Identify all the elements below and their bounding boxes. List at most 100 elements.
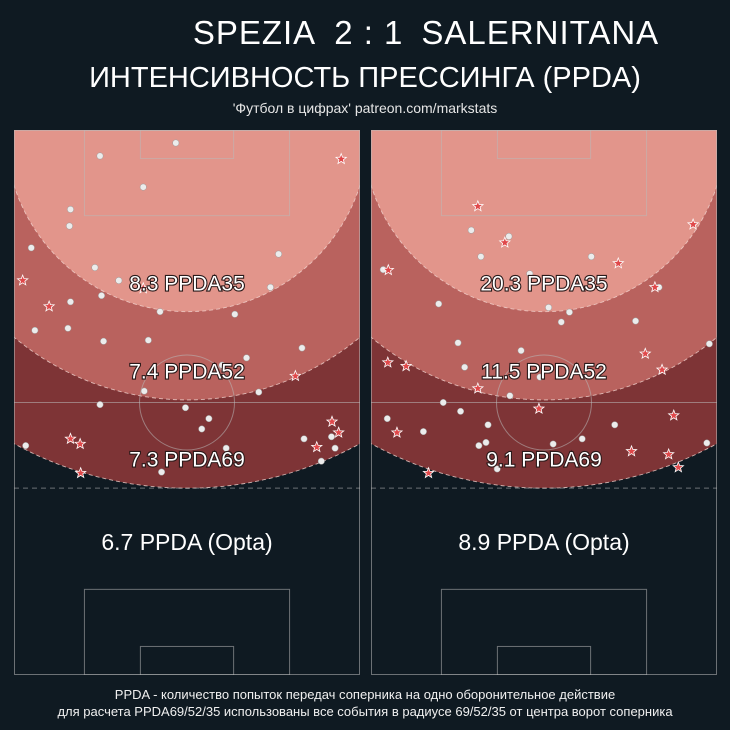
pressure-dot [475,442,483,450]
ball-recovery-star [64,432,77,445]
ball-recovery-star [310,440,323,453]
ball-recovery-star [16,273,29,286]
pressure-dot [140,387,148,395]
pressure-dot [545,304,553,311]
pressure-dot [100,337,108,345]
match-score: 2 : 1 [334,14,404,51]
pressure-dot [317,457,325,465]
bottom-goal-box [496,645,592,675]
pressure-dot [461,363,469,371]
zone-labels: 20.3 PPDA35 11.5 PPDA52 9.1 PPDA69 8.9 PPDA… [458,271,629,555]
ball-recovery-star [655,363,669,376]
zone-ppda35 [14,130,360,313]
pressure-dot [439,399,447,406]
credit-text: 'Футбол в цифрах' patreon.com/markstats [232,100,498,116]
ball-recovery-star [334,152,348,165]
ball-recovery-star [625,444,638,457]
bottom-penalty-box [440,588,648,675]
pitch-markings [14,130,360,675]
pressure-dot [67,205,74,213]
pressure-dot [22,442,30,450]
header: SPEZIA 2 : 1 SALERNITANA ИНТЕНСИВНОСТЬ ПРЕ… [0,0,730,130]
pressure-dot [144,336,152,344]
ball-recovery-star [42,299,56,312]
pressure-dot [158,468,166,476]
pitch-panel-salernitana: 20.3 PPDA35 11.5 PPDA52 9.1 PPDA69 8.9 PPDA… [371,130,717,675]
bottom-penalty-box [83,588,291,675]
ball-recovery-star [325,415,339,427]
pressure-dot [182,404,189,412]
pressure-dot [703,439,711,447]
zone-label-ppda69: 9.1 PPDA69 [486,449,602,472]
ppda-zones [371,130,717,489]
pressure-dot [467,226,475,234]
pitch-panel-spezia: 8.3 PPDA35 7.4 PPDA52 7.3 PPDA69 6.7 PPDA (… [14,130,360,675]
pressure-dot [67,298,74,306]
pressure-dot [328,433,335,441]
top-goal-box [496,130,592,160]
pressure-dot [115,277,123,284]
event-points [379,199,713,479]
ball-recovery-star [74,466,87,479]
pressure-dot [505,232,513,240]
pressure-dot [64,324,72,332]
pressure-dot [493,465,501,473]
pressure-dot [331,444,339,452]
pitch-chart-salernitana: 20.3 PPDA35 11.5 PPDA52 9.1 PPDA69 8.9 PPDA… [371,130,717,675]
pressure-dot [275,250,283,258]
pressure-dot [27,244,35,252]
footer-line-2: для расчета PPDA69/52/35 использованы вс… [57,704,673,719]
pressure-dot [383,415,391,423]
center-circle [496,354,592,451]
ball-recovery-star [399,359,413,372]
ball-recovery-star [662,447,675,460]
ball-recovery-star [667,408,680,421]
pressure-dot [31,326,39,334]
pressure-dot [66,222,73,230]
pressure-dot [632,317,640,325]
center-circle [139,354,235,451]
pressure-dot [482,439,490,446]
opta-ppda-label: 8.9 PPDA (Opta) [458,529,629,555]
opta-ppda-label: 6.7 PPDA (Opta) [101,529,272,555]
pressure-dot [98,292,105,300]
ball-recovery-star [289,369,302,382]
zone-ppda35 [371,130,717,313]
pitch-chart-spezia: 8.3 PPDA35 7.4 PPDA52 7.3 PPDA69 6.7 PPDA (… [14,130,360,675]
match-title: SPEZIA 2 : 1 SALERNITANA [0,14,730,52]
event-points [16,139,348,479]
ball-recovery-star [422,466,435,479]
chart-subtitle: ИНТЕНСИВНОСТЬ ПРЕССИНГА (PPDA) [89,62,641,94]
pressure-dot [172,139,180,147]
ball-recovery-star [672,460,685,473]
footer-line-1: PPDA - количество попыток передач соперн… [114,687,616,702]
ball-recovery-star [137,281,150,294]
pressure-dot [457,407,465,415]
zone-label-ppda52: 7.4 PPDA52 [129,361,245,384]
ball-recovery-star [471,381,485,394]
pressure-dot [536,373,544,381]
home-team-name: SPEZIA [192,14,317,51]
ball-recovery-star [332,426,345,438]
pressure-dot [506,392,514,400]
top-penalty-box [83,130,291,217]
pressure-dot [218,361,226,369]
pressure-dot [205,415,213,423]
pressure-dot [526,270,534,278]
pressure-dot [477,253,485,261]
pressure-dot [587,253,595,261]
zone-label-ppda52: 11.5 PPDA52 [481,361,607,384]
pressure-dot [705,340,713,348]
pressure-dot [266,283,274,291]
pressure-dot [549,440,557,448]
ball-recovery-star [612,256,625,269]
zone-label-ppda69: 7.3 PPDA69 [129,449,245,472]
pressure-dot [156,308,164,316]
ball-recovery-star [382,263,395,276]
bottom-goal-box [139,645,235,675]
pressure-dot [222,444,230,452]
pressure-dot [298,344,306,352]
pressure-dot [91,264,99,271]
ball-recovery-star [648,280,662,293]
pressure-dot [139,183,147,191]
